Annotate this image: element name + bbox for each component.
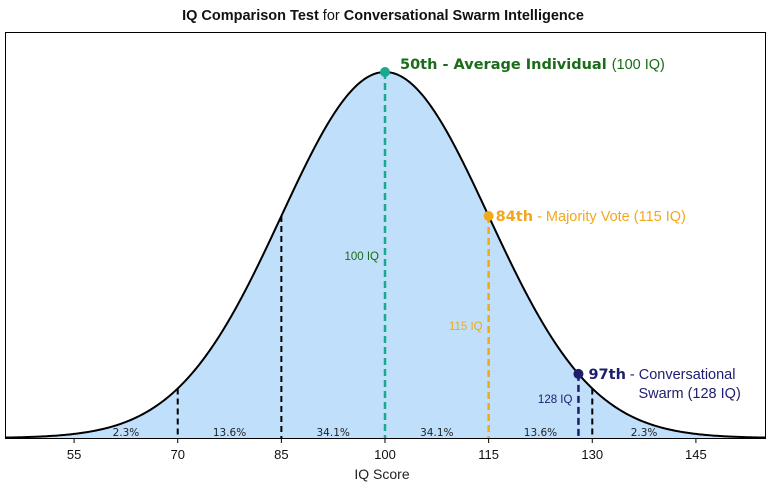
band-percentage-4: 13.6% — [524, 427, 557, 439]
band-percentage-5: 2.3% — [631, 427, 658, 439]
band-percentage-0: 2.3% — [113, 427, 140, 439]
x-axis-ticks: 55 70 85 100 115 130 145 — [67, 438, 707, 462]
x-tick-label-130: 130 — [581, 447, 603, 462]
band-percentage-1: 13.6% — [213, 427, 246, 439]
sd-boundary-lines — [176, 216, 594, 438]
chart-title: IQ Comparison Test for Conversational Sw… — [0, 8, 766, 24]
marker-dot-115 — [483, 211, 494, 222]
x-tick-label-70: 70 — [170, 447, 184, 462]
marker-dot-128 — [573, 368, 584, 379]
marker-line-label-100: 100 IQ — [344, 251, 379, 263]
x-tick-label-85: 85 — [274, 447, 288, 462]
annotation-100: 50th - Average Individual (100 IQ) — [400, 57, 665, 73]
title-part-2: for — [318, 8, 344, 24]
band-percentage-3: 34.1% — [420, 427, 453, 439]
title-part-1: IQ Comparison Test — [182, 8, 319, 24]
band-percentages: 2.3% 13.6% 34.1% 34.1% 13.6% 2.3% — [113, 427, 658, 439]
x-axis-label: IQ Score — [354, 466, 409, 482]
annotation-128-line2: Swarm (128 IQ) — [638, 386, 740, 402]
marker-line-label-115: 115 IQ — [449, 321, 483, 333]
marker-line-label-128: 128 IQ — [538, 394, 573, 406]
percentile-markers: 100 IQ 115 IQ 128 IQ 50th - Average Individ… — [344, 57, 741, 438]
x-tick-label-145: 145 — [685, 447, 707, 462]
title-part-3: Conversational Swarm Intelligence — [343, 8, 584, 24]
x-tick-label-55: 55 — [67, 447, 81, 462]
annotation-128: 97th - Conversational — [588, 367, 735, 383]
x-tick-label-100: 100 — [374, 447, 396, 462]
marker-dot-100 — [380, 67, 390, 77]
band-percentage-2: 34.1% — [317, 427, 350, 439]
x-tick-label-115: 115 — [478, 447, 499, 462]
annotation-115: 84th - Majority Vote (115 IQ) — [496, 209, 686, 225]
